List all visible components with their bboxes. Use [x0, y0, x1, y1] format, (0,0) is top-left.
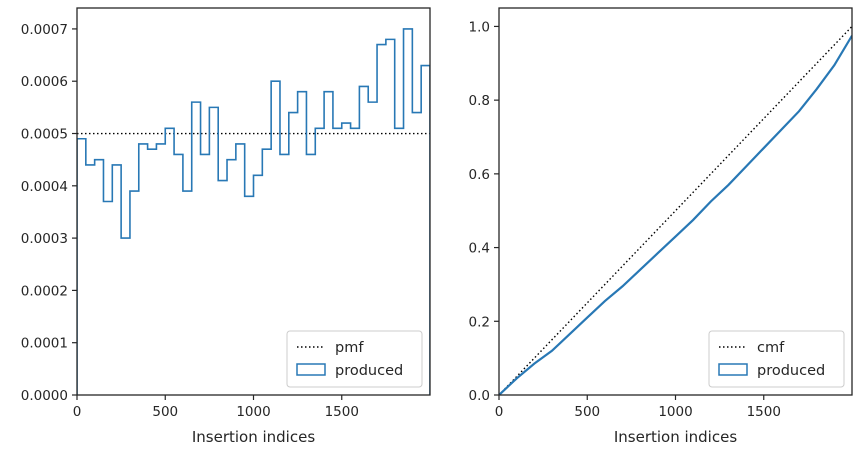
x-tick-label: 1500: [747, 404, 781, 420]
legend-swatch-produced: [296, 363, 326, 376]
legend-label-cmf: cmf: [757, 340, 785, 356]
x-axis-label: Insertion indices: [192, 428, 315, 446]
cmf-line-panel: 0 500 1000 1500 0.0 0.2 0.4 0.6 0.8 1.0 Insertion …: [469, 7, 853, 446]
legend-box: [286, 330, 423, 388]
plot-area: [77, 28, 430, 395]
x-tick-label: 1000: [236, 404, 270, 420]
x-tick-label: 1500: [325, 404, 359, 420]
x-tick-label: 0: [495, 404, 504, 420]
y-tick-label: 0.4: [469, 241, 490, 257]
y-tick-label: 0.8: [469, 93, 490, 109]
pmf-histogram-panel: 0 500 1000 1500 0.0000 0.0001 0.0002 0.0003 0.00…: [21, 7, 431, 446]
legend-swatch-produced: [718, 363, 748, 376]
y-tick-label: 1.0: [469, 19, 490, 35]
y-tick-label: 0.2: [469, 314, 490, 330]
x-tick-label: 1000: [658, 404, 692, 420]
y-tick-label: 0.0003: [21, 231, 68, 247]
x-tick-label: 0: [73, 404, 82, 420]
plot-area: [499, 25, 852, 395]
y-tick-label: 0.0002: [21, 283, 68, 299]
y-tick-label: 0.0000: [21, 388, 68, 404]
y-tick-label: 0.0006: [21, 74, 68, 90]
series-produced-step: [77, 28, 430, 395]
x-tick-label: 500: [152, 404, 178, 420]
y-tick-label: 0.6: [469, 167, 490, 183]
y-tick-label: 0.0001: [21, 336, 68, 352]
x-axis-label: Insertion indices: [614, 428, 737, 446]
legend-label-pmf: pmf: [335, 340, 364, 356]
legend-label-produced: produced: [335, 363, 403, 379]
legend-label-produced: produced: [757, 363, 825, 379]
y-tick-label: 0.0007: [21, 22, 68, 38]
series-produced-line: [499, 35, 852, 395]
series-cmf-line: [499, 25, 852, 395]
y-tick-label: 0.0004: [21, 179, 68, 195]
y-tick-label: 0.0: [469, 388, 490, 404]
legend-box: [708, 330, 845, 388]
x-tick-label: 500: [574, 404, 600, 420]
y-tick-label: 0.0005: [21, 127, 68, 143]
